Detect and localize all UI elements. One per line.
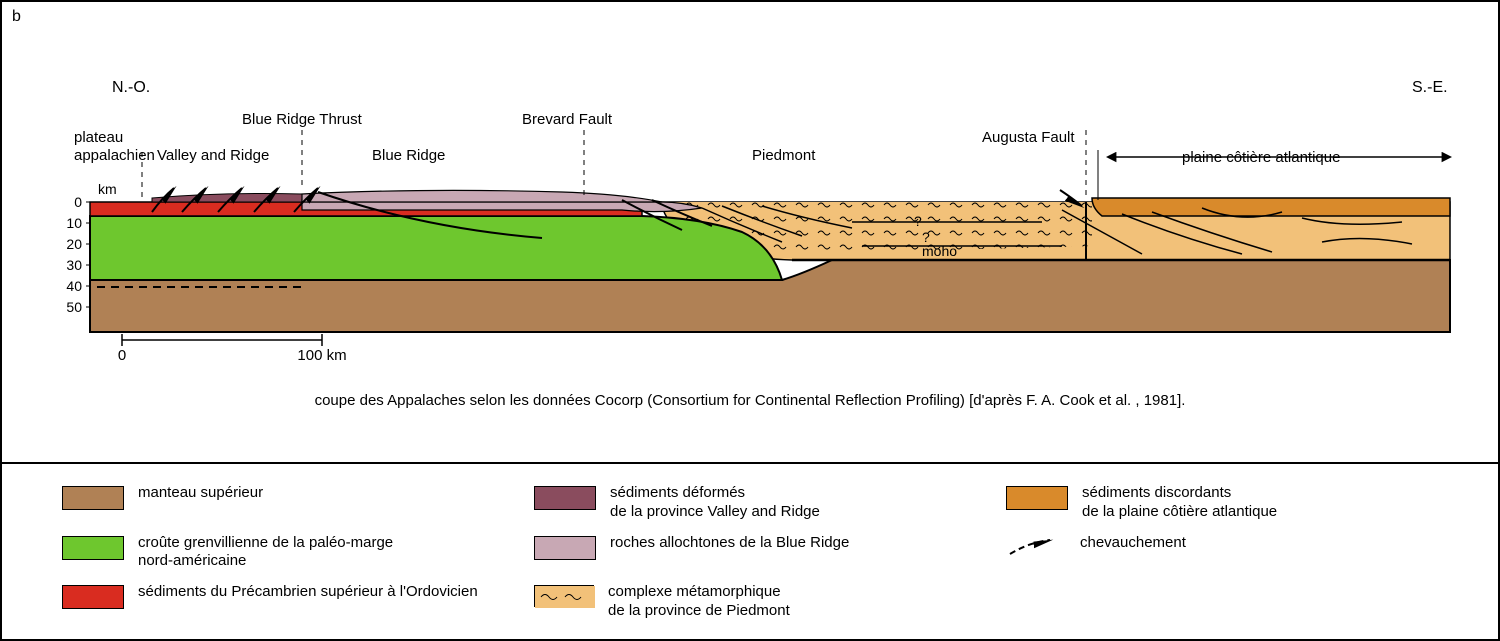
label-blue-ridge: Blue Ridge [372,147,445,164]
swatch-piedmont_complex [534,585,594,607]
panel-divider [2,462,1498,464]
orientation-nw: N.-O. [112,79,150,96]
depth-tick-40: 40 [66,278,82,294]
legend-label-mantle: manteau supérieur [138,484,263,503]
orientation-se: S.-E. [1412,79,1448,96]
legend-label-piedmont_complex: complexe métamorphiquede la province de … [608,583,790,621]
depth-tick-30: 30 [66,257,82,273]
depth-tick-0: 0 [74,194,82,210]
depth-unit: km [98,181,117,197]
legend-label-grenville: croûte grenvillienne de la paléo-margeno… [138,534,393,572]
question-1: ? [914,213,922,229]
moho-label: moho [922,243,957,259]
thrust-icon [1006,536,1066,558]
legend-item-precambrian_sed: sédiments du Précambrien supérieur à l'O… [62,583,494,621]
legend-item-valley_ridge_sed: sédiments déformésde la province Valley … [534,484,966,522]
legend-item-coastal_sed: sédiments discordantsde la plaine côtièr… [1006,484,1438,522]
legend-label-precambrian_sed: sédiments du Précambrien supérieur à l'O… [138,583,478,602]
swatch-blue_ridge_alloch [534,536,596,560]
label-blue-ridge-thrust: Blue Ridge Thrust [242,111,363,128]
label-brevard: Brevard Fault [522,111,613,128]
label-plateau: plateau appalachien [74,129,155,164]
depth-tick-10: 10 [66,215,82,231]
scale-0: 0 [118,347,126,364]
unit-grenville-crust [90,216,782,280]
scale-bar [122,334,322,346]
depth-axis: 0 10 20 30 40 50 [66,194,90,315]
swatch-precambrian_sed [62,585,124,609]
legend-item-grenville: croûte grenvillienne de la paléo-margeno… [62,534,494,572]
legend-label-valley_ridge_sed: sédiments déformésde la province Valley … [610,484,820,522]
depth-tick-50: 50 [66,299,82,315]
unit-blue-ridge-allochthon-b [302,190,662,202]
legend: manteau supérieur croûte grenvillienne de… [2,474,1498,631]
unit-coastal-plain-sediments [1092,198,1450,216]
swatch-mantle [62,486,124,510]
label-valley-ridge: Valley and Ridge [157,147,269,164]
cross-section-panel: 0 10 20 30 40 50 0 100 km N.-O. S.-E. plateau… [2,2,1498,462]
legend-item-mantle: manteau supérieur [62,484,494,522]
legend-label-coastal_sed: sédiments discordantsde la plaine côtièr… [1082,484,1277,522]
legend-item-blue_ridge_alloch: roches allochtones de la Blue Ridge [534,534,966,572]
swatch-coastal_sed [1006,486,1068,510]
swatch-grenville [62,536,124,560]
scale-100: 100 km [297,347,346,364]
depth-tick-20: 20 [66,236,82,252]
label-piedmont: Piedmont [752,147,816,164]
label-augusta: Augusta Fault [982,129,1075,146]
cross-section-svg: 0 10 20 30 40 50 0 100 km N.-O. S.-E. plateau… [2,2,1500,382]
legend-label-thrust: chevauchement [1080,534,1186,553]
label-coastal-plain: plaine côtière atlantique [1182,149,1340,166]
swatch-valley_ridge_sed [534,486,596,510]
legend-label-blue_ridge_alloch: roches allochtones de la Blue Ridge [610,534,849,553]
figure-caption: coupe des Appalaches selon les données C… [2,392,1498,409]
legend-item-piedmont_complex: complexe métamorphiquede la province de … [534,583,966,621]
label-leaders [142,130,1086,197]
legend-item-thrust: chevauchement [1006,534,1438,572]
question-2: ? [922,229,930,245]
